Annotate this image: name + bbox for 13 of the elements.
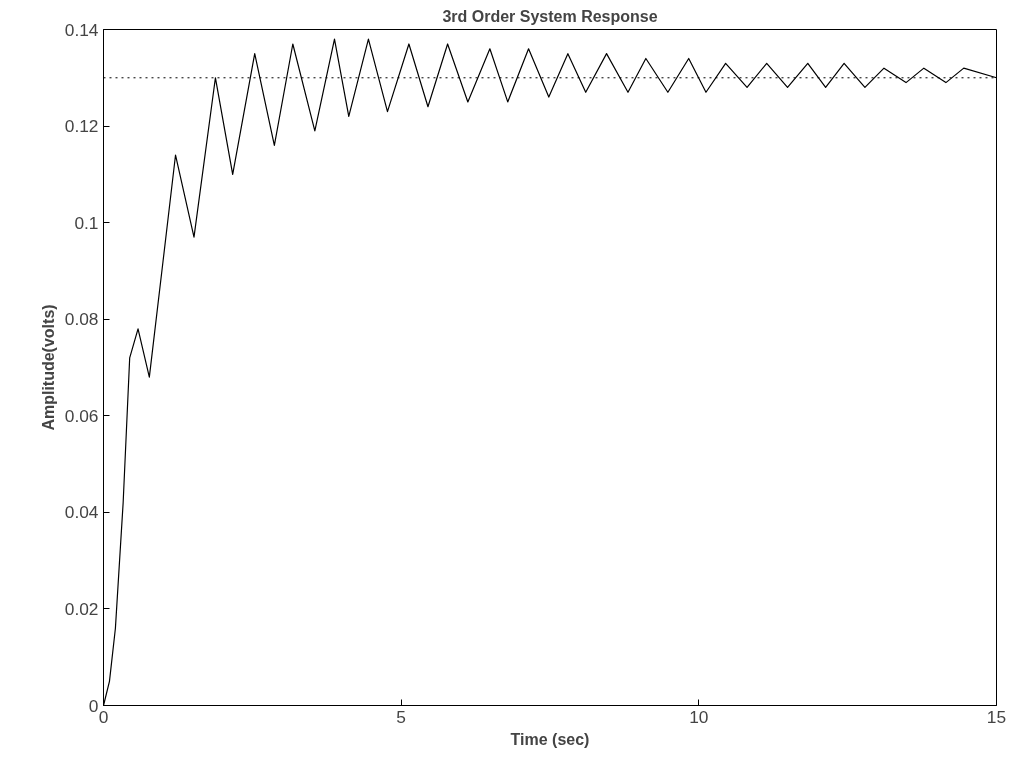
- y-tick-label: 0.1: [74, 212, 99, 233]
- y-tick-label: 0.06: [64, 405, 99, 426]
- x-tick-label: 15: [986, 706, 1007, 727]
- y-tick-label: 0.02: [64, 598, 99, 619]
- y-tick-label: 0.12: [64, 116, 99, 137]
- x-tick-label: 5: [396, 706, 406, 727]
- y-tick-label: 0.14: [64, 19, 99, 40]
- x-axis-title: Time (sec): [510, 730, 590, 748]
- x-tick-label: 10: [689, 706, 709, 727]
- chart-title: 3rd Order System Response: [442, 7, 658, 25]
- y-tick-label: 0.04: [64, 502, 99, 523]
- y-axis-title: Amplitude(volts): [39, 304, 57, 431]
- y-tick-label: 0.08: [64, 309, 99, 330]
